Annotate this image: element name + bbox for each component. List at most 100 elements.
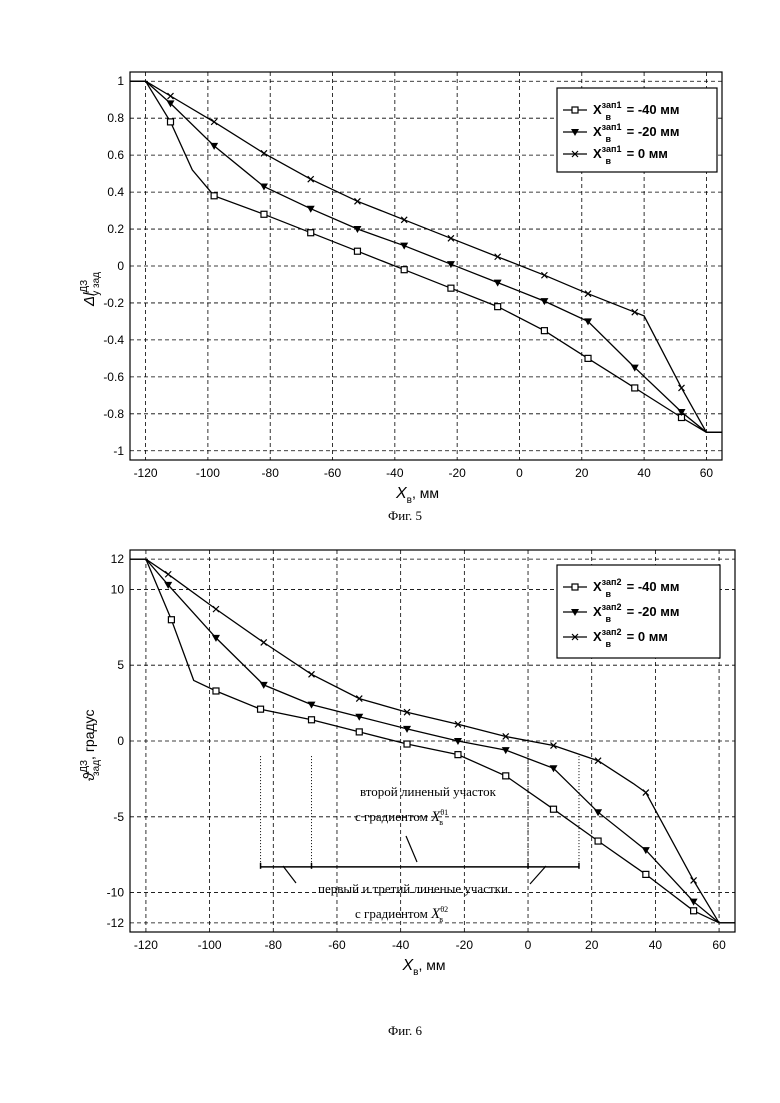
- figure-caption: Фиг. 6: [388, 1023, 423, 1038]
- y-label-sub: зад: [91, 760, 102, 776]
- y-tick-label: -0.2: [103, 296, 124, 310]
- data-point-triangle: [260, 184, 268, 191]
- legend-sub: в: [605, 614, 611, 624]
- legend-sup: зап2: [602, 602, 622, 612]
- annotation-inner-line2: с градиентом Xθ1в: [355, 808, 448, 827]
- y-tick-label: 0.4: [107, 185, 124, 199]
- y-label-sup: ДЗ: [79, 760, 90, 773]
- data-point-square: [356, 729, 362, 735]
- legend-tail: = 0 мм: [623, 629, 668, 644]
- legend-tail: = 0 мм: [623, 146, 668, 161]
- data-point-square: [354, 248, 360, 254]
- data-point-square: [258, 706, 264, 712]
- x-tick-label: 20: [585, 938, 599, 952]
- data-point-x: [309, 671, 315, 677]
- x-tick-label: 40: [637, 466, 651, 480]
- y-tick-label: 12: [111, 552, 125, 566]
- data-point-x: [211, 119, 217, 125]
- x-tick-label: -20: [448, 466, 466, 480]
- legend-sup: зап1: [602, 122, 622, 132]
- annotation-sub: в: [439, 915, 443, 924]
- legend-var: X: [593, 629, 602, 644]
- legend-sub: в: [605, 639, 611, 649]
- x-tick-label: -100: [196, 466, 220, 480]
- data-point-square: [495, 304, 501, 310]
- annotation-sub: в: [439, 818, 443, 827]
- pointer-outer-left: [283, 866, 296, 883]
- legend-tail: = -40 мм: [623, 579, 679, 594]
- data-point-x: [643, 790, 649, 796]
- x-tick-label: 60: [700, 466, 714, 480]
- x-axis-label: Xв, мм: [395, 485, 439, 506]
- data-point-x: [401, 217, 407, 223]
- data-point-x: [165, 571, 171, 577]
- data-point-square: [632, 385, 638, 391]
- x-tick-label: 60: [712, 938, 726, 952]
- chart-1: -120-100-80-60-40-200204060-1-0.8-0.6-0.…: [79, 72, 722, 523]
- data-point-square: [211, 193, 217, 199]
- legend-sup: зап2: [602, 577, 622, 587]
- y-label-sub: у зад: [91, 272, 102, 296]
- data-point-x: [354, 198, 360, 204]
- x-tick-label: -120: [134, 466, 158, 480]
- data-point-x: [213, 606, 219, 612]
- data-point-square: [691, 908, 697, 914]
- y-tick-label: -0.8: [103, 407, 124, 421]
- data-point-x: [595, 758, 601, 764]
- data-point-square: [309, 717, 315, 723]
- legend-sup: зап1: [602, 144, 622, 154]
- legend-var: X: [593, 102, 602, 117]
- legend-tail: = -40 мм: [623, 102, 679, 117]
- y-tick-label: 0.6: [107, 148, 124, 162]
- x-tick-label: 40: [649, 938, 663, 952]
- x-tick-label: 20: [575, 466, 589, 480]
- legend-var: X: [593, 146, 602, 161]
- y-tick-label: 0: [117, 259, 124, 273]
- y-tick-label: 10: [111, 582, 125, 596]
- legend-tail: = -20 мм: [623, 124, 679, 139]
- y-tick-label: -5: [113, 810, 124, 824]
- x-tick-label: -40: [392, 938, 410, 952]
- data-point-x: [308, 176, 314, 182]
- data-point-x: [495, 254, 501, 260]
- data-point-x: [448, 235, 454, 241]
- legend-sup: зап2: [602, 627, 622, 637]
- data-point-square: [168, 119, 174, 125]
- legend-sub: в: [605, 134, 611, 144]
- legend-sup: зап1: [602, 100, 622, 110]
- y-axis-label: ϑДЗзад, градус: [79, 709, 102, 781]
- annotation-outer-line2: с градиентом Xθ2в: [355, 905, 448, 924]
- data-point-x: [691, 877, 697, 883]
- data-point-square: [448, 285, 454, 291]
- data-point-square: [213, 688, 219, 694]
- data-point-square: [595, 838, 601, 844]
- data-point-x: [678, 385, 684, 391]
- x-tick-label: -80: [265, 938, 283, 952]
- x-tick-label: -20: [456, 938, 474, 952]
- y-axis-label: ΔlДЗу зад: [79, 272, 102, 307]
- x-tick-label: 0: [516, 466, 523, 480]
- data-point-square: [585, 355, 591, 361]
- annotation-prefix: с градиентом: [355, 906, 431, 921]
- data-point-x: [585, 291, 591, 297]
- x-axis-label: Xв, мм: [402, 957, 446, 978]
- annotation-group: второй линеный участокс градиентом Xθ1вп…: [261, 756, 579, 924]
- annotation-sup: θ2: [440, 905, 448, 914]
- y-tick-label: 0.8: [107, 111, 124, 125]
- legend-marker-square: [572, 584, 578, 590]
- y-tick-label: -0.6: [103, 370, 124, 384]
- data-point-x: [261, 639, 267, 645]
- annotation-inner-line1: второй линеный участок: [360, 784, 497, 799]
- data-point-square: [541, 328, 547, 334]
- data-point-square: [401, 267, 407, 273]
- y-tick-label: -1: [113, 444, 124, 458]
- y-tick-label: 5: [117, 658, 124, 672]
- chart-2: -120-100-80-60-40-200204060-12-10-505101…: [79, 550, 735, 1038]
- legend-sub: в: [605, 112, 611, 122]
- y-tick-label: 1: [117, 74, 124, 88]
- y-tick-label: -10: [107, 886, 125, 900]
- annotation-sup: θ1: [440, 808, 448, 817]
- x-label-unit: , мм: [418, 957, 445, 973]
- pointer-inner: [406, 836, 417, 862]
